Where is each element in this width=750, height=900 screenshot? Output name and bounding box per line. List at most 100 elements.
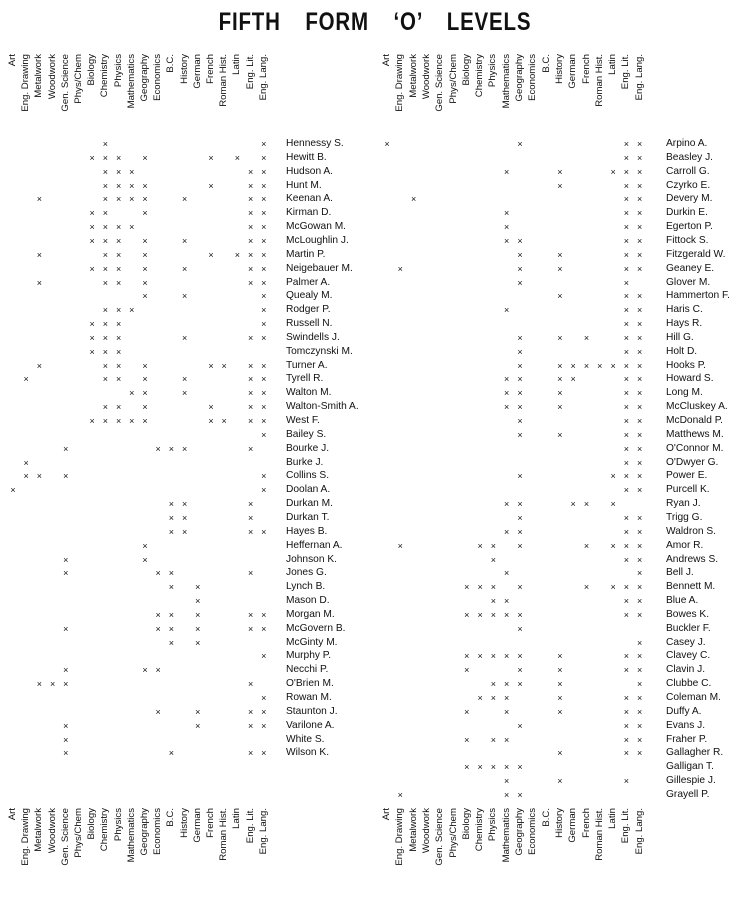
left-pass-mark: × xyxy=(36,249,43,260)
right-pass-mark: × xyxy=(504,706,510,717)
right-pass-mark: × xyxy=(623,734,630,745)
left-student-name: White S. xyxy=(286,733,325,745)
left-pass-mark: × xyxy=(195,596,201,607)
left-pass-mark: × xyxy=(181,526,188,537)
left-student-name: Russell N. xyxy=(286,318,333,330)
left-pass-mark: × xyxy=(89,263,95,274)
right-pass-mark: × xyxy=(517,402,523,413)
left-pass-mark: × xyxy=(261,332,267,343)
right-pass-mark: × xyxy=(637,166,643,177)
left-pass-mark: × xyxy=(247,512,254,523)
right-pass-mark: × xyxy=(517,374,523,385)
right-pass-mark: × xyxy=(557,263,563,274)
right-pass-mark: × xyxy=(477,651,483,662)
left-top-subject-header: Eng. Drawing xyxy=(20,54,32,112)
left-pass-mark: × xyxy=(195,623,201,634)
right-pass-mark: × xyxy=(623,665,630,676)
right-pass-mark: × xyxy=(637,235,643,246)
left-student-name: McGovern B. xyxy=(286,622,346,634)
right-pass-mark: × xyxy=(623,319,630,330)
right-student-name: Arpino A. xyxy=(666,138,708,149)
left-student-name: Walton-Smith A. xyxy=(286,401,359,413)
left-top-subject-header: Eng. Lit. xyxy=(244,54,256,90)
right-pass-mark: × xyxy=(623,706,630,717)
right-pass-mark: × xyxy=(623,596,630,607)
right-student-name: Glover M. xyxy=(666,276,711,288)
right-pass-mark: × xyxy=(610,582,616,593)
left-student-name: McGowan M. xyxy=(286,221,347,233)
left-pass-mark: × xyxy=(102,402,109,413)
left-top-subject-header: Economics xyxy=(152,54,164,101)
left-student-name: Hayes B. xyxy=(286,525,328,537)
left-pass-mark: × xyxy=(129,194,135,205)
right-pass-mark: × xyxy=(597,360,603,371)
right-bot-subject-header: Mathematics xyxy=(500,808,512,863)
right-student-name: Amor R. xyxy=(666,539,704,551)
left-pass-mark: × xyxy=(247,277,254,288)
left-pass-mark: × xyxy=(89,235,95,246)
left-pass-mark: × xyxy=(247,416,254,426)
right-student-name: Matthews M. xyxy=(666,428,724,440)
left-pass-mark: × xyxy=(115,166,122,177)
right-bot-subject-header: Gen. Science xyxy=(434,808,446,866)
right-pass-mark: × xyxy=(637,609,643,620)
left-pass-mark: × xyxy=(142,249,148,260)
left-pass-mark: × xyxy=(89,208,95,219)
right-pass-mark: × xyxy=(490,596,497,607)
right-top-subject-header: Art xyxy=(381,54,392,67)
left-pass-mark: × xyxy=(261,291,267,302)
left-pass-mark: × xyxy=(208,152,214,163)
left-pass-mark: × xyxy=(247,609,254,620)
right-bot-subject-header: Latin xyxy=(607,808,619,829)
right-student-name: Howard S. xyxy=(666,373,714,385)
right-pass-mark: × xyxy=(517,360,523,371)
right-pass-mark: × xyxy=(637,194,643,205)
right-pass-mark: × xyxy=(637,485,643,496)
left-top-subject-header: Physics xyxy=(112,54,124,88)
left-top-subject-header: Biology xyxy=(86,54,98,86)
left-pass-mark: × xyxy=(63,568,69,579)
left-pass-mark: × xyxy=(63,554,69,565)
right-pass-mark: × xyxy=(637,360,643,371)
left-student-name: Lynch B. xyxy=(286,581,326,593)
right-pass-mark: × xyxy=(610,166,616,177)
right-pass-mark: × xyxy=(557,776,563,787)
right-pass-mark: × xyxy=(504,222,510,233)
right-pass-mark: × xyxy=(517,332,523,343)
left-pass-mark: × xyxy=(102,152,109,163)
left-top-subject-header: Eng. Lang. xyxy=(257,54,269,101)
left-student-name: Tyrell R. xyxy=(286,373,324,385)
right-pass-mark: × xyxy=(504,596,510,607)
left-student-name: Kirman D. xyxy=(286,207,332,219)
right-pass-mark: × xyxy=(637,471,643,482)
left-pass-mark: × xyxy=(221,360,227,371)
right-bot-subject-header: Phys/Chem xyxy=(447,808,459,858)
right-pass-mark: × xyxy=(557,429,563,440)
left-pass-mark: × xyxy=(195,609,201,620)
left-student-name: Johnson K. xyxy=(286,553,337,565)
left-pass-mark: × xyxy=(181,332,188,343)
right-pass-mark: × xyxy=(504,762,510,773)
left-pass-mark: × xyxy=(261,526,267,537)
left-pass-mark: × xyxy=(247,679,254,690)
right-pass-mark: × xyxy=(637,416,643,426)
left-pass-mark: × xyxy=(155,623,161,634)
left-pass-mark: × xyxy=(142,291,148,302)
left-bot-subject-header: History xyxy=(178,808,190,838)
left-top-subject-header: Gen. Science xyxy=(59,54,71,112)
left-pass-mark: × xyxy=(234,152,241,163)
left-student-name: Hewitt B. xyxy=(286,151,327,163)
left-pass-mark: × xyxy=(36,679,43,690)
left-student-name: Bourke J. xyxy=(286,442,330,454)
right-pass-mark: × xyxy=(623,139,630,149)
left-student-name: O'Brien M. xyxy=(286,678,334,690)
left-pass-mark: × xyxy=(36,360,43,371)
left-pass-mark: × xyxy=(89,332,95,343)
left-top-subject-header: Mathematics xyxy=(125,54,137,109)
left-pass-mark: × xyxy=(195,637,201,648)
right-pass-mark: × xyxy=(557,665,563,676)
right-pass-mark: × xyxy=(610,471,616,482)
right-pass-mark: × xyxy=(517,512,523,523)
left-pass-mark: × xyxy=(115,346,122,357)
left-pass-mark: × xyxy=(247,499,254,510)
